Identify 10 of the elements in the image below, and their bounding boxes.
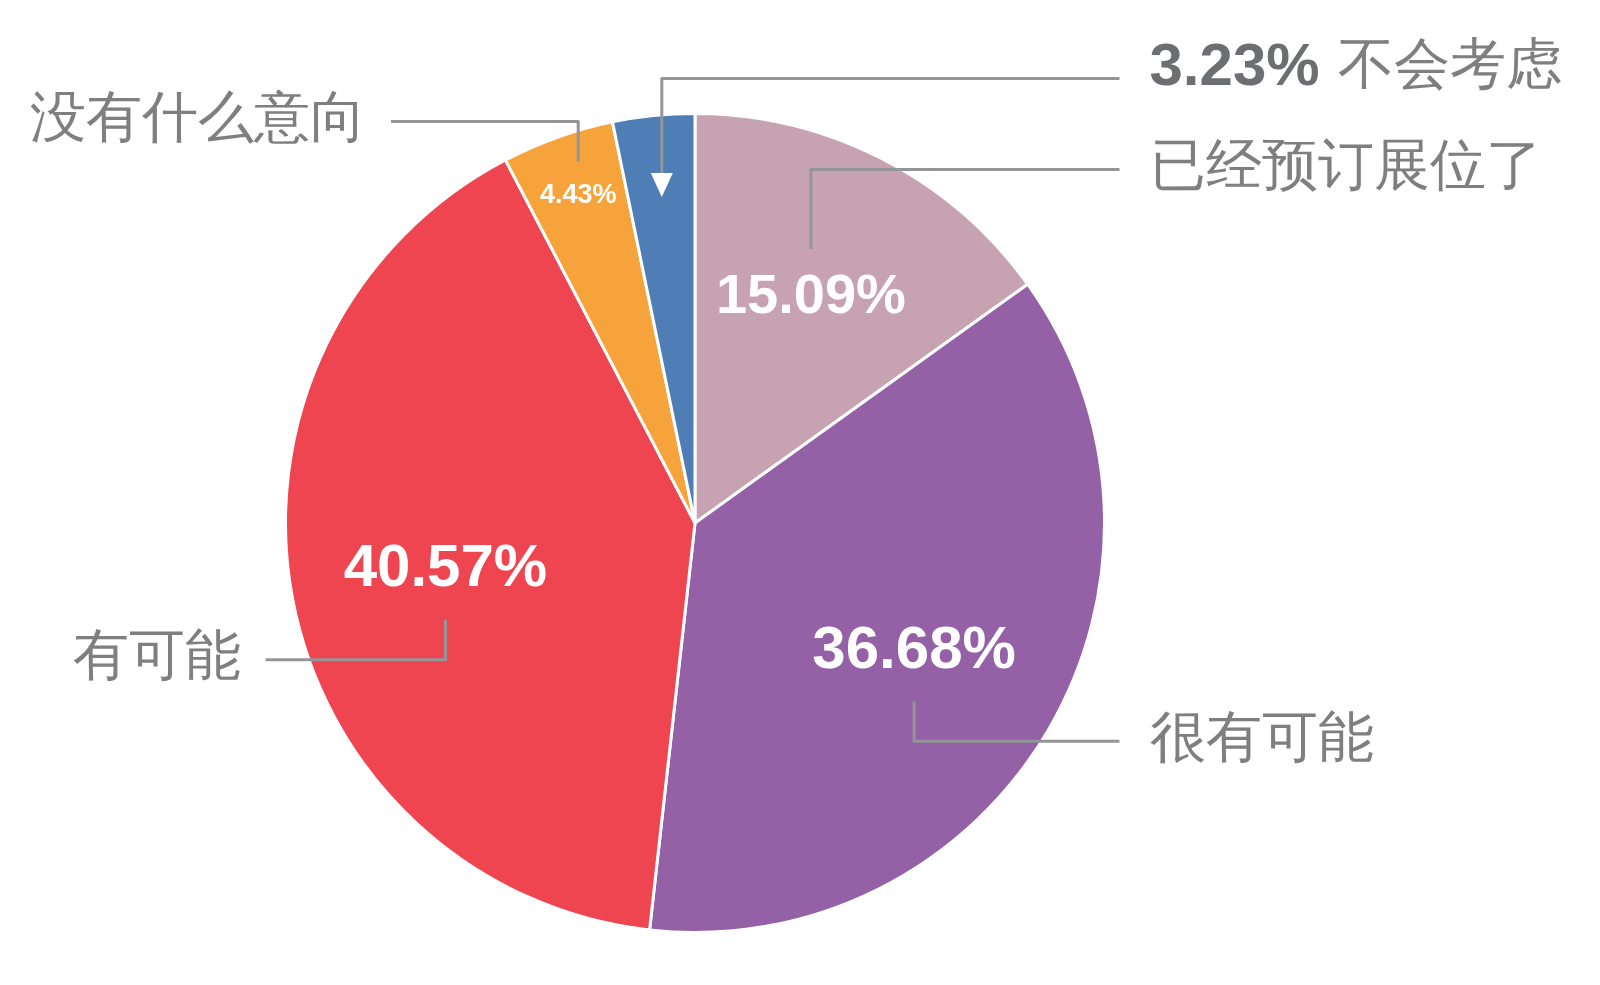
data-label: 36.68% [812,613,1016,681]
data-label: 40.57% [343,532,548,600]
data-label: 4.43% [539,178,617,209]
slice-label: 很有可能 [1149,703,1374,769]
slice-label: 有可能 [72,622,241,688]
slice-label: 不会考虑 [1337,31,1562,97]
slice-label: 已经预订展位了 [1149,132,1542,198]
data-label: 3.23% [1149,31,1320,99]
data-label: 15.09% [715,261,906,325]
slice-label: 没有什么意向 [30,84,366,150]
